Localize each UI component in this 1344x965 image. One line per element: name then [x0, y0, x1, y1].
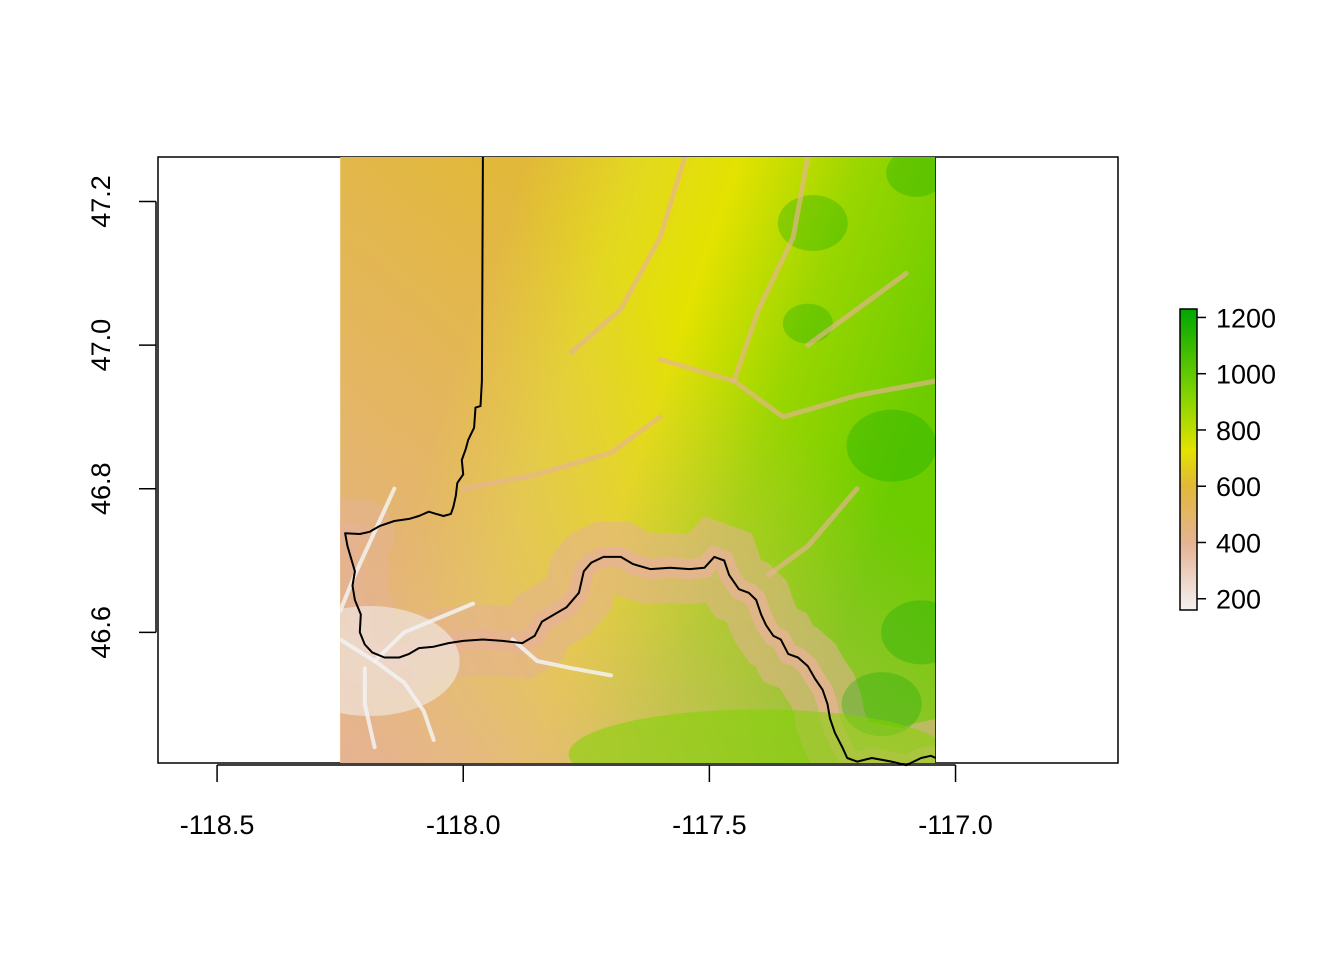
y-tick-label: 46.6 — [86, 606, 116, 659]
legend-tick-label: 1000 — [1216, 360, 1276, 390]
highland-area — [886, 157, 936, 197]
x-axis: -118.5 -118.0 -117.5 -117.0 — [180, 764, 993, 840]
boundary-line — [344, 156, 937, 767]
x-tick-label: -117.0 — [918, 810, 993, 840]
stream-channel — [460, 414, 663, 492]
drainage-channel — [340, 637, 436, 742]
stream-channel — [766, 486, 860, 578]
legend-ticks: 200 400 600 800 1000 1200 — [1197, 303, 1276, 615]
elevation-raster — [340, 157, 936, 763]
color-legend: 200 400 600 800 1000 1200 — [1179, 303, 1276, 615]
drainage-channel — [362, 666, 377, 750]
stream-channel — [657, 357, 936, 420]
legend-tick-label: 200 — [1216, 585, 1261, 615]
legend-tick-label: 800 — [1216, 416, 1261, 446]
y-tick-label: 46.8 — [86, 462, 116, 515]
x-tick-label: -118.0 — [426, 810, 501, 840]
highland-area — [881, 600, 936, 665]
lowland-area — [340, 606, 460, 717]
drainage-channel — [372, 601, 476, 663]
stream-channel — [731, 157, 811, 384]
x-tick-label: -117.5 — [672, 810, 747, 840]
legend-tick-label: 1200 — [1216, 303, 1276, 333]
southern-uplands — [568, 709, 936, 763]
y-tick-label: 47.0 — [86, 319, 116, 372]
drainage-channel — [510, 637, 613, 678]
y-tick-label: 47.2 — [86, 175, 116, 228]
y-axis: 46.6 46.8 47.0 47.2 — [86, 175, 157, 659]
drainage-channel — [340, 486, 397, 613]
legend-color-bar — [1179, 308, 1198, 611]
stream-channel — [569, 157, 688, 355]
x-tick-label: -118.5 — [180, 810, 255, 840]
highland-area — [782, 303, 833, 344]
legend-tick-label: 600 — [1216, 472, 1261, 502]
highland-area — [846, 409, 936, 482]
stream-channel — [805, 270, 909, 348]
legend-tick-label: 400 — [1216, 528, 1261, 558]
